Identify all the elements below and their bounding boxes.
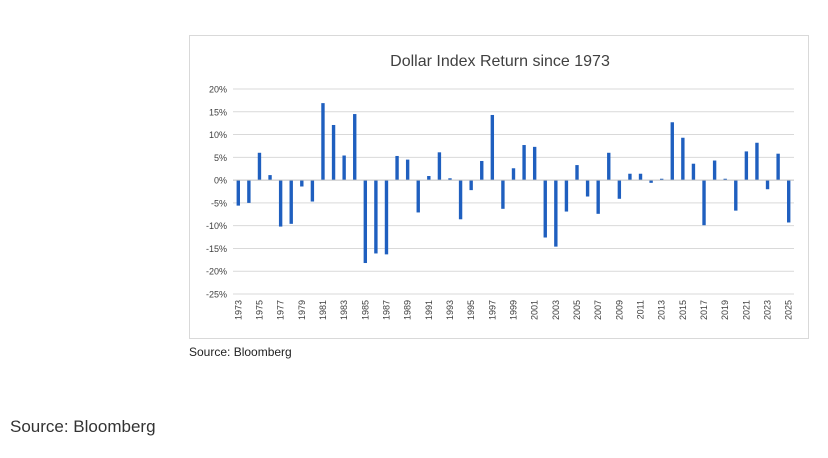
bar-2004 xyxy=(564,180,569,212)
bar-1973 xyxy=(236,180,240,206)
x-tick-label: 2015 xyxy=(678,300,688,320)
bar-2000 xyxy=(522,145,526,181)
x-tick-label: 1993 xyxy=(445,300,455,320)
bar-2015 xyxy=(681,137,685,181)
x-tick-label: 2001 xyxy=(530,300,540,320)
bar-2010 xyxy=(628,173,632,181)
bar-1987 xyxy=(384,180,389,255)
bar-1979 xyxy=(300,180,304,187)
y-tick-label: -5% xyxy=(211,198,227,208)
bar-1999 xyxy=(511,168,516,181)
bar-1978 xyxy=(289,180,293,224)
bar-1996 xyxy=(480,160,484,181)
bar-2019 xyxy=(723,178,727,181)
x-tick-label: 1977 xyxy=(276,300,286,320)
y-tick-label: 20% xyxy=(209,85,227,95)
page-source-note: Source: Bloomberg xyxy=(10,417,156,436)
bar-1988 xyxy=(395,155,399,181)
bar-1994 xyxy=(458,180,463,220)
x-tick-label: 2011 xyxy=(636,300,646,319)
bar-1990 xyxy=(416,180,420,213)
bar-1989 xyxy=(405,159,410,181)
bar-1975 xyxy=(257,152,262,181)
bar-2008 xyxy=(607,152,611,181)
bar-1985 xyxy=(363,180,368,264)
bar-2025 xyxy=(787,180,791,223)
x-tick-label: 1981 xyxy=(318,300,328,320)
bar-2011 xyxy=(638,173,643,181)
x-tick-label: 1999 xyxy=(509,300,519,320)
bar-1981 xyxy=(321,103,325,181)
bar-2016 xyxy=(691,163,696,181)
x-tick-label: 1997 xyxy=(487,300,497,320)
x-tick-label: 2007 xyxy=(593,300,603,320)
bar-2006 xyxy=(585,180,590,197)
bar-1977 xyxy=(278,180,283,227)
y-tick-label: -20% xyxy=(206,267,227,277)
x-tick-label: 2023 xyxy=(763,300,773,320)
x-axis-tick-labels: 1973 1975 1977 1979 1981 1983 1985 1987 1989 1991… xyxy=(233,300,793,320)
bar-2013 xyxy=(659,178,664,181)
bar-1995 xyxy=(469,180,473,191)
x-tick-label: 1985 xyxy=(360,300,370,320)
bar-2018 xyxy=(712,160,717,181)
bar-2014 xyxy=(670,122,674,181)
bar-1976 xyxy=(268,175,272,181)
bar-2023 xyxy=(765,180,770,190)
bar-2020 xyxy=(734,180,738,211)
bar-1984 xyxy=(353,114,357,181)
y-tick-label: -25% xyxy=(206,290,227,300)
bar-2021 xyxy=(744,151,749,181)
bar-2017 xyxy=(702,180,706,226)
bar-1992 xyxy=(437,152,442,181)
bar-1991 xyxy=(427,176,431,181)
bar-2001 xyxy=(532,146,537,181)
x-tick-label: 2021 xyxy=(741,300,751,320)
x-tick-label: 1979 xyxy=(297,300,307,320)
bar-chart: Dollar Index Return since 1973 20% 15% 10%… xyxy=(206,53,794,320)
y-tick-label: -15% xyxy=(206,244,227,254)
bar-2002 xyxy=(543,180,547,238)
bars xyxy=(236,103,791,264)
x-tick-label: 1975 xyxy=(254,300,264,320)
x-tick-label: 2025 xyxy=(784,300,794,320)
bar-1974 xyxy=(247,180,251,203)
bar-2022 xyxy=(755,142,759,181)
chart-container: Dollar Index Return since 1973 20% 15% 10%… xyxy=(189,35,809,339)
y-tick-label: 10% xyxy=(209,130,227,140)
bar-1982 xyxy=(331,124,336,181)
bar-2007 xyxy=(596,180,600,214)
x-tick-label: 1973 xyxy=(233,300,243,320)
bar-2009 xyxy=(617,180,622,199)
x-tick-label: 1991 xyxy=(424,300,434,320)
bar-1998 xyxy=(501,180,505,209)
bar-2005 xyxy=(575,165,579,181)
bar-1980 xyxy=(310,180,315,202)
x-tick-label: 1989 xyxy=(403,300,413,320)
y-axis-tick-labels: 20% 15% 10% 5% 0% -5% -10% -15% -20% -25% xyxy=(206,85,227,300)
x-tick-label: 1995 xyxy=(466,300,476,320)
bar-2012 xyxy=(649,180,653,183)
x-tick-label: 2013 xyxy=(657,300,667,320)
x-tick-label: 2017 xyxy=(699,300,709,320)
x-tick-label: 2003 xyxy=(551,300,561,320)
y-tick-label: 0% xyxy=(214,176,227,186)
y-tick-label: 15% xyxy=(209,107,227,117)
bar-2003 xyxy=(554,180,558,247)
bar-1986 xyxy=(374,180,378,254)
x-tick-label: 1983 xyxy=(339,300,349,320)
y-tick-label: -10% xyxy=(206,221,227,231)
bar-1997 xyxy=(490,114,495,181)
x-tick-label: 2005 xyxy=(572,300,582,320)
chart-title: Dollar Index Return since 1973 xyxy=(390,53,610,70)
bar-2024 xyxy=(776,153,780,181)
x-tick-label: 1987 xyxy=(381,300,391,320)
chart-source-note: Source: Bloomberg xyxy=(189,345,292,359)
x-tick-label: 2019 xyxy=(720,300,730,320)
y-tick-label: 5% xyxy=(214,153,227,163)
x-tick-label: 2009 xyxy=(614,300,624,320)
gridlines xyxy=(233,88,794,295)
bar-1983 xyxy=(342,155,346,181)
bar-1993 xyxy=(448,178,452,181)
